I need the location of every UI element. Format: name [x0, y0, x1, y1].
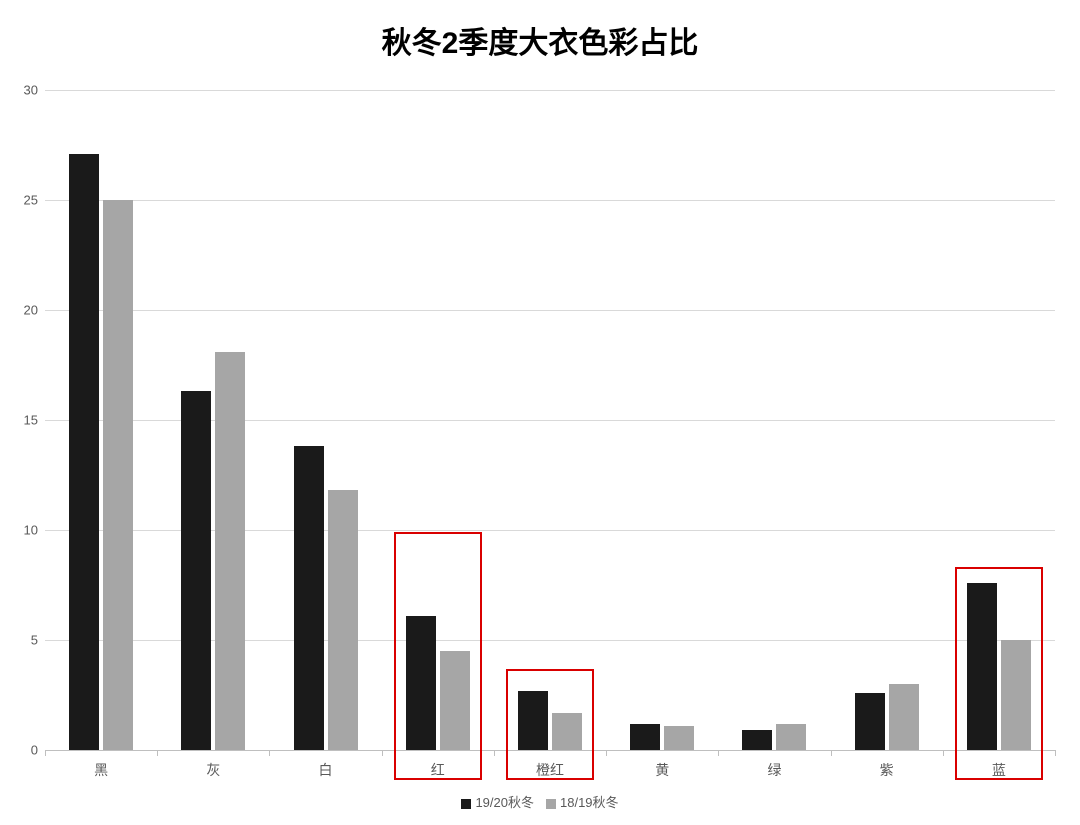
x-tick	[606, 750, 607, 756]
bar	[889, 684, 919, 750]
bar	[630, 724, 660, 750]
x-tick	[1055, 750, 1056, 756]
x-tick	[382, 750, 383, 756]
legend-swatch	[461, 799, 471, 809]
x-tick-label: 绿	[767, 760, 781, 780]
x-tick	[157, 750, 158, 756]
x-tick	[269, 750, 270, 756]
highlight-box	[506, 669, 594, 780]
x-tick	[943, 750, 944, 756]
bar	[181, 391, 211, 750]
legend-label: 19/20秋冬	[475, 795, 534, 810]
x-tick-label: 灰	[206, 760, 220, 780]
y-tick-label: 20	[8, 303, 38, 318]
x-tick	[718, 750, 719, 756]
bar	[742, 730, 772, 750]
bar	[215, 352, 245, 750]
grid-line	[45, 310, 1055, 311]
y-tick-label: 25	[8, 193, 38, 208]
x-tick-label: 紫	[880, 760, 894, 780]
y-tick-label: 5	[8, 633, 38, 648]
highlight-box	[955, 567, 1043, 780]
bar	[855, 693, 885, 750]
x-tick	[831, 750, 832, 756]
legend-swatch	[546, 799, 556, 809]
bar	[69, 154, 99, 750]
legend-item: 19/20秋冬	[461, 792, 534, 811]
legend-item: 18/19秋冬	[546, 792, 619, 811]
y-tick-label: 15	[8, 413, 38, 428]
grid-line	[45, 90, 1055, 91]
bar	[294, 446, 324, 750]
chart-title: 秋冬2季度大衣色彩占比	[0, 18, 1080, 62]
x-tick-label: 黑	[94, 760, 108, 780]
legend-label: 18/19秋冬	[560, 795, 619, 810]
bar	[664, 726, 694, 750]
x-tick	[494, 750, 495, 756]
y-tick-label: 0	[8, 743, 38, 758]
x-tick	[45, 750, 46, 756]
plot-area	[45, 90, 1055, 750]
bar	[103, 200, 133, 750]
y-tick-label: 10	[8, 523, 38, 538]
x-tick-label: 黄	[655, 760, 669, 780]
legend: 19/20秋冬 18/19秋冬	[0, 792, 1080, 811]
x-tick-label: 白	[319, 760, 333, 780]
highlight-box	[394, 532, 482, 780]
y-tick-label: 30	[8, 83, 38, 98]
bar	[776, 724, 806, 750]
bar	[328, 490, 358, 750]
grid-line	[45, 200, 1055, 201]
